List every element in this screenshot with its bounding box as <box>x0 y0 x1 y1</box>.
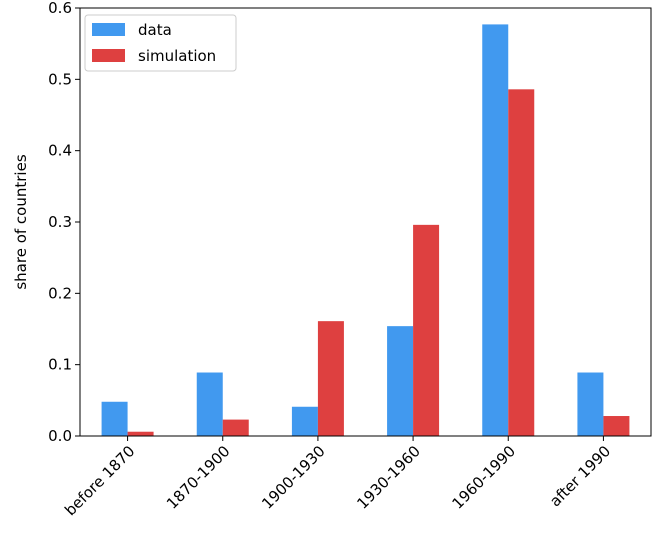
bar-data-4 <box>482 24 509 436</box>
x-tick-label: after 1990 <box>546 442 614 510</box>
legend-swatch-simulation <box>92 49 125 62</box>
x-tick-label: 1870-1900 <box>163 442 234 513</box>
y-tick-label: 0.2 <box>48 284 72 302</box>
x-tick-label: 1960-1990 <box>449 442 520 513</box>
bar-simulation-4 <box>508 89 535 436</box>
bar-simulation-3 <box>413 224 440 436</box>
x-tick-label: 1900-1930 <box>258 442 329 513</box>
axes-layer: 0.0 0.1 0.2 0.3 0.4 0.5 0.6 before 1870 1870-190… <box>48 0 652 519</box>
y-tick-label: 0.3 <box>48 213 72 231</box>
legend-label-data: data <box>138 21 172 39</box>
x-tick-label: before 1870 <box>61 442 138 519</box>
legend: data simulation <box>84 14 237 72</box>
bar-simulation-5 <box>603 416 630 436</box>
bar-data-2 <box>291 406 318 436</box>
y-tick-label: 0.4 <box>48 142 72 160</box>
y-axis-label: share of countries <box>12 154 30 289</box>
bar-simulation-0 <box>127 431 154 436</box>
bar-simulation-1 <box>222 419 249 436</box>
bars-layer <box>101 24 630 436</box>
bar-data-5 <box>577 372 604 436</box>
bar-simulation-2 <box>317 321 344 436</box>
x-tick-label: 1930-1960 <box>353 442 424 513</box>
bar-data-3 <box>387 326 414 436</box>
plot-frame <box>79 7 652 437</box>
y-tick-label: 0.6 <box>48 0 72 17</box>
y-tick-label: 0.5 <box>48 70 72 88</box>
bar-data-0 <box>101 401 128 436</box>
y-tick-label: 0.1 <box>48 356 72 374</box>
y-tick-label: 0.0 <box>48 427 72 445</box>
bar-data-1 <box>196 372 223 436</box>
legend-label-simulation: simulation <box>138 47 216 65</box>
legend-swatch-data <box>92 23 125 36</box>
